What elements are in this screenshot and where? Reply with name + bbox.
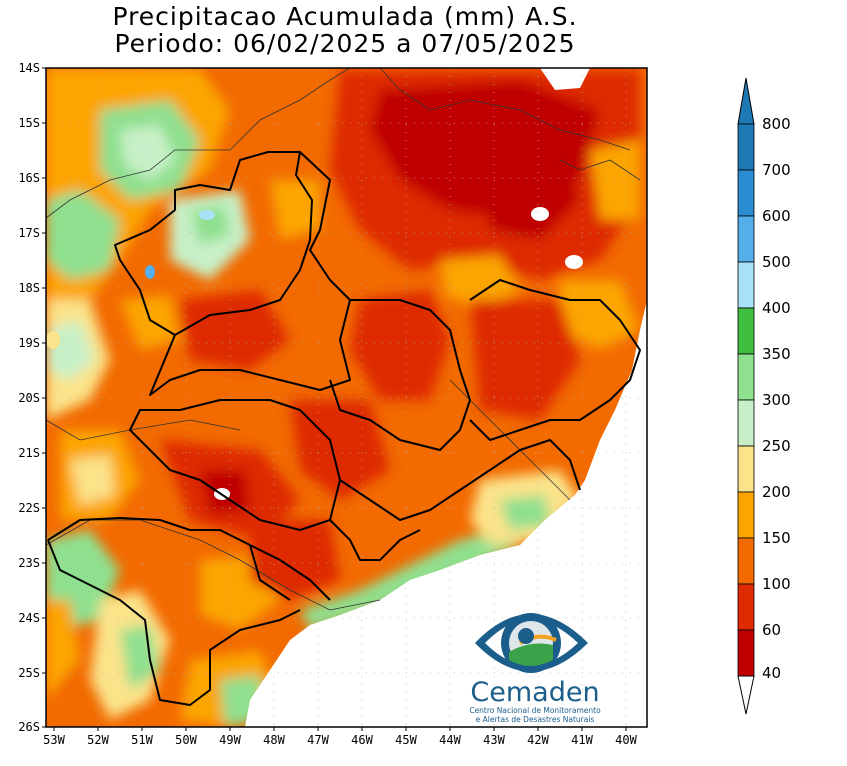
lat-label-22s: 22S [18,501,40,515]
lon-label-53w: 53W [43,733,65,747]
colorbar-bin-700-800 [737,123,755,171]
colorbar-label-300: 300 [762,391,791,409]
colorbar-label-350: 350 [762,345,791,363]
colorbar-label-800: 800 [762,115,791,133]
colorbar-label-40: 40 [762,664,782,682]
lon-label-49w: 49W [219,733,241,747]
colorbar-bin-60-100 [737,583,755,631]
colorbar-top-arrow [737,77,755,125]
cemaden-logo: Cemaden Centro Nacional de Monitoramento… [455,603,615,725]
colorbar-bin-150-200 [737,491,755,539]
colorbar-bin-200-250 [737,445,755,493]
colorbar-bin-350-400 [737,307,755,355]
lon-label-45w: 45W [395,733,417,747]
colorbar-label-600: 600 [762,207,791,225]
lon-label-48w: 48W [263,733,285,747]
colorbar-label-200: 200 [762,483,791,501]
colorbar-bin-600-700 [737,169,755,217]
lat-label-25s: 25S [18,666,40,680]
river-basin-boundaries [47,151,641,706]
lon-label-52w: 52W [87,733,109,747]
lat-label-17s: 17S [18,226,40,240]
lon-label-46w: 46W [351,733,373,747]
lat-label-18s: 18S [18,281,40,295]
lat-label-14s: 14S [18,61,40,75]
map-title-line1: Precipitacao Acumulada (mm) A.S. [112,2,578,31]
lon-label-42w: 42W [527,733,549,747]
lat-label-23s: 23S [18,556,40,570]
lon-label-50w: 50W [175,733,197,747]
colorbar-bin-40-60 [737,629,755,677]
axis-ticks [42,67,627,731]
lat-label-24s: 24S [18,611,40,625]
lon-label-47w: 47W [307,733,329,747]
colorbar [737,77,755,715]
colorbar-label-400: 400 [762,299,791,317]
colorbar-bottom-arrow [737,675,755,715]
colorbar-label-150: 150 [762,529,791,547]
logo-subtitle-line2: e Alertas de Desastres Naturais [475,715,595,724]
precipitation-field [46,68,647,727]
logo-subtitle-line1: Centro Nacional de Monitoramento [469,706,601,715]
colorbar-bin-400-500 [737,261,755,309]
lon-label-40w: 40W [615,733,637,747]
colorbar-bin-300-350 [737,353,755,401]
lat-label-21s: 21S [18,446,40,460]
cemaden-logo-mark [475,613,588,673]
logo-name: Cemaden [470,677,600,708]
lat-label-26s: 26S [18,720,40,734]
colorbar-label-60: 60 [762,621,782,639]
colorbar-label-700: 700 [762,161,791,179]
map-title-line2: Periodo: 06/02/2025 a 07/05/2025 [114,29,576,58]
lon-label-44w: 44W [439,733,461,747]
colorbar-bin-500-600 [737,215,755,263]
lat-label-19s: 19S [18,336,40,350]
lon-label-43w: 43W [483,733,505,747]
lon-label-51w: 51W [131,733,153,747]
colorbar-label-500: 500 [762,253,791,271]
colorbar-bin-250-300 [737,399,755,447]
lat-label-20s: 20S [18,391,40,405]
lat-label-15s: 15S [18,116,40,130]
colorbar-bin-100-150 [737,537,755,585]
lat-label-16s: 16S [18,171,40,185]
colorbar-label-100: 100 [762,575,791,593]
lon-label-41w: 41W [571,733,593,747]
colorbar-label-250: 250 [762,437,791,455]
